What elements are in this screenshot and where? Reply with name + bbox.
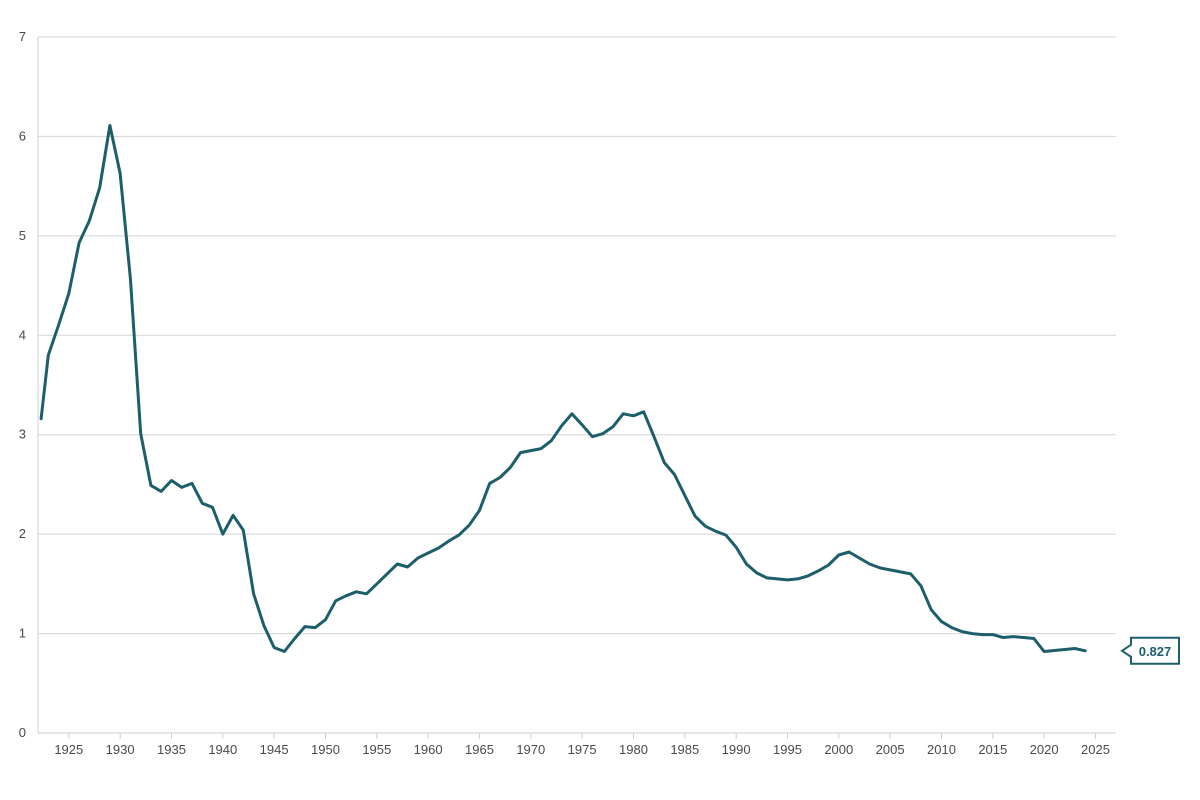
- x-tick-label: 2015: [978, 742, 1007, 757]
- y-tick-label: 0: [19, 725, 26, 740]
- y-tick-label: 3: [19, 427, 26, 442]
- x-tick-label: 1935: [157, 742, 186, 757]
- series-line: [39, 124, 1087, 653]
- x-tick-label: 1930: [106, 742, 135, 757]
- x-tick-label: 1975: [568, 742, 597, 757]
- last-value-callout: 0.827: [1120, 636, 1180, 665]
- y-tick-label: 4: [19, 327, 26, 342]
- y-tick-label: 5: [19, 228, 26, 243]
- x-tick-label: 2010: [927, 742, 956, 757]
- y-tick-label: 6: [19, 128, 26, 143]
- x-tick-label: 2000: [824, 742, 853, 757]
- gridlines: [38, 36, 1116, 635]
- series: [39, 124, 1087, 653]
- axes: 0 1 2 3 4 5 6 7 1925 1930 1935 1940 1945 1950 1955 1960…: [19, 29, 1116, 757]
- x-tick-label: 2020: [1030, 742, 1059, 757]
- last-value-label: 0.827: [1139, 644, 1172, 659]
- x-tick-label: 1945: [260, 742, 289, 757]
- x-tick-label: 1980: [619, 742, 648, 757]
- x-tick-label: 1990: [722, 742, 751, 757]
- x-tick-label: 1985: [670, 742, 699, 757]
- x-tick-label: 1965: [465, 742, 494, 757]
- x-tick-label: 2005: [876, 742, 905, 757]
- x-tick-label: 1995: [773, 742, 802, 757]
- x-tick-label: 1940: [208, 742, 237, 757]
- x-tick-label: 1925: [54, 742, 83, 757]
- x-tick-label: 1955: [362, 742, 391, 757]
- x-tick-label: 2025: [1081, 742, 1110, 757]
- last-value-badge: [1120, 636, 1180, 665]
- x-tick-label: 1970: [516, 742, 545, 757]
- x-tick-label: 1960: [414, 742, 443, 757]
- y-tick-label: 7: [19, 29, 26, 44]
- y-tick-label: 1: [19, 626, 26, 641]
- y-tick-label: 2: [19, 526, 26, 541]
- x-tick-label: 1950: [311, 742, 340, 757]
